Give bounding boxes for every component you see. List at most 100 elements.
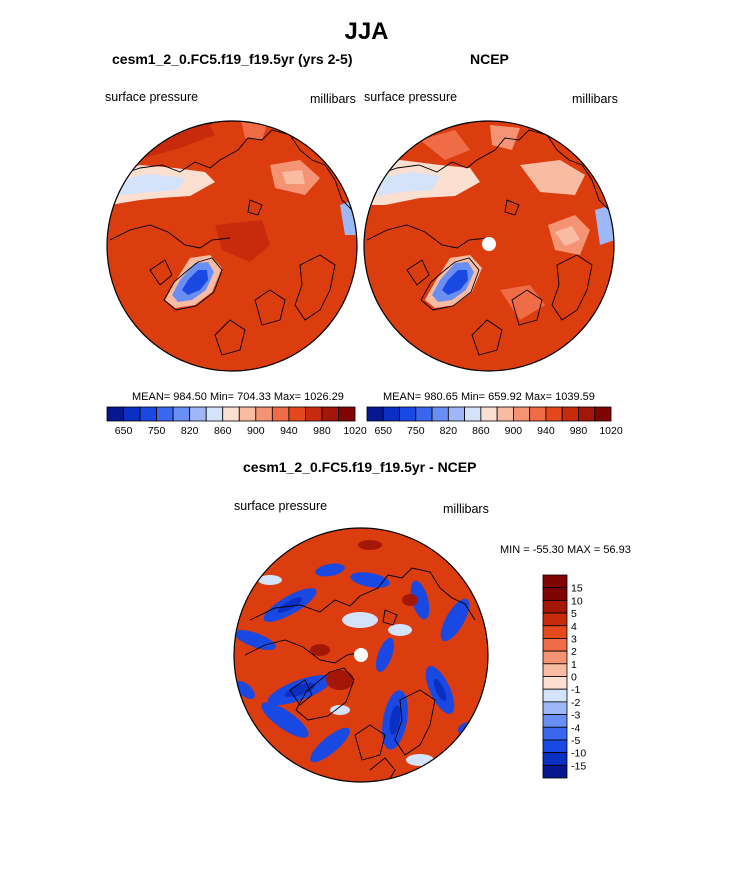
colorbar-1-tick-label: 860 (214, 425, 232, 437)
map-2 (363, 120, 615, 372)
map-3-coastlines (244, 567, 476, 782)
colorbar-2-tick-label: 820 (440, 425, 458, 437)
map-1-field-light-blue (112, 174, 185, 196)
colorbar-2-swatch-1 (382, 406, 400, 422)
map-2-field (364, 125, 614, 320)
colorbar-1-tick-label: 820 (181, 425, 199, 437)
map-3-field-dark-red (310, 540, 418, 690)
colorbar-1-swatch-13 (321, 406, 339, 422)
map-3-field-blue-patches (234, 563, 482, 763)
colorbar-3-tick-label: -5 (571, 735, 580, 747)
colorbar-2-swatch-11 (545, 406, 563, 422)
colorbar-3-swatch-15 (542, 764, 568, 779)
colorbar-1-tick-label: 750 (148, 425, 166, 437)
colorbar-2-swatch-9 (513, 406, 531, 422)
panel-1-title: cesm1_2_0.FC5.f19_f19.5yr (yrs 2-5) (112, 51, 353, 67)
panel-2-title: NCEP (470, 51, 509, 67)
colorbar-3-swatch-4 (542, 625, 568, 639)
colorbar-1-swatch-11 (288, 406, 306, 422)
colorbar-3-swatch-10 (542, 701, 568, 715)
map-2-field-salmon-b (490, 125, 520, 150)
colorbar-2-tick-label: 940 (537, 425, 555, 437)
panel-3-right-label: millibars (443, 502, 489, 516)
colorbar-2-swatch-12 (561, 406, 579, 422)
colorbar-3-swatch-13 (542, 739, 568, 754)
colorbar-3-tick-label: -15 (571, 760, 586, 772)
colorbar-2-swatch-3 (415, 406, 433, 422)
colorbar-3-tick-label: -4 (571, 722, 580, 734)
colorbar-1-swatch-6 (205, 406, 224, 422)
map-2-pole-mask (482, 237, 496, 251)
colorbar-1-swatch-1 (123, 406, 141, 422)
colorbar-1-tick-label: 980 (313, 425, 331, 437)
panel-3-stats: MIN = -55.30 MAX = 56.93 (500, 544, 631, 556)
map-1-border (106, 120, 358, 372)
colorbar-3-tick-label: 10 (571, 595, 583, 607)
map-2-field-pink-a (520, 160, 585, 195)
colorbar-3-swatch-1 (542, 587, 568, 601)
colorbar-2-swatch-7 (480, 406, 498, 422)
map-2-field-orange (420, 130, 470, 160)
colorbar-3-tick-label: 15 (571, 583, 583, 595)
colorbar-2-tick-label: 860 (472, 425, 490, 437)
map-1-field-pink (282, 170, 305, 184)
colorbar-1: 650 750 820 860 900 940 980 1020 (106, 406, 367, 437)
colorbar-1-swatch-9 (255, 406, 273, 422)
colorbar-2-tick-label: 1020 (599, 425, 623, 437)
colorbar-2-tick-label: 650 (375, 425, 393, 437)
map-1-arctic-red (215, 220, 270, 262)
panel-2-stats: MEAN= 980.65 Min= 659.92 Max= 1039.59 (383, 391, 595, 403)
colorbar-3-swatch-3 (542, 612, 568, 627)
colorbar-1-swatch-5 (189, 406, 207, 422)
colorbar-2-tick-label: 900 (505, 425, 523, 437)
colorbar-3-swatch-7 (542, 663, 568, 677)
colorbar-3-tick-label: 2 (571, 646, 577, 658)
map-1-greenland-core (182, 270, 208, 295)
colorbar-1-swatch-7 (222, 406, 240, 422)
map-1-coastlines (109, 129, 353, 356)
map-2-greenland-core (442, 270, 468, 295)
colorbar-3-tick-label: -1 (571, 684, 580, 696)
colorbar-3-swatch-6 (542, 650, 568, 665)
colorbar-3-swatch-0 (542, 574, 568, 589)
panel-2-right-label: millibars (572, 92, 618, 106)
colorbar-3-swatch-5 (542, 638, 568, 652)
panel-3-left-label: surface pressure (234, 499, 328, 513)
colorbar-2-tick-label: 980 (570, 425, 588, 437)
colorbar-1-swatch-12 (304, 406, 323, 422)
colorbar-2-swatch-10 (529, 406, 547, 422)
map-3-pole-mask (354, 648, 368, 662)
map-2-coastlines (366, 129, 610, 356)
panel-1-stats: MEAN= 984.50 Min= 704.33 Max= 1026.29 (132, 391, 344, 403)
colorbar-2-tick-label: 750 (407, 425, 425, 437)
colorbar-3-tick-label: 3 (571, 633, 577, 645)
colorbar-1-tick-label: 900 (247, 425, 265, 437)
colorbar-2-swatch-0 (366, 406, 384, 422)
colorbar-3-swatch-12 (542, 726, 568, 741)
colorbar-1-tick-label: 1020 (343, 425, 367, 437)
colorbar-1-tick-label: 940 (280, 425, 298, 437)
colorbar-3-tick-label: 5 (571, 608, 577, 620)
colorbar-1-swatch-3 (156, 406, 174, 422)
colorbar-1-swatch-0 (106, 406, 124, 422)
colorbar-1-swatch-4 (172, 406, 191, 422)
colorbar-2: 650 750 820 860 900 940 980 1020 (366, 406, 623, 437)
colorbar-3-swatch-8 (542, 676, 568, 690)
map-3-border (233, 527, 489, 783)
colorbar-3-tick-label: 0 (571, 672, 577, 684)
colorbar-3-swatch-11 (542, 714, 568, 728)
colorbar-3-swatch-9 (542, 688, 568, 703)
colorbar-1-swatch-14 (338, 406, 356, 422)
colorbar-1-swatch-10 (271, 406, 290, 422)
colorbar-3-tick-label: -2 (571, 697, 580, 709)
colorbar-2-swatch-6 (464, 406, 482, 422)
colorbar-1-tick-label: 650 (115, 425, 133, 437)
map-1 (106, 120, 358, 372)
colorbar-2-swatch-5 (447, 406, 466, 422)
colorbar-3-swatch-14 (542, 752, 568, 766)
colorbar-2-swatch-4 (431, 406, 449, 422)
map-2-field-orange-b (500, 285, 545, 320)
colorbar-2-swatch-13 (578, 406, 596, 422)
panel-2-left-label: surface pressure (364, 90, 458, 104)
map-3-field (234, 540, 482, 766)
